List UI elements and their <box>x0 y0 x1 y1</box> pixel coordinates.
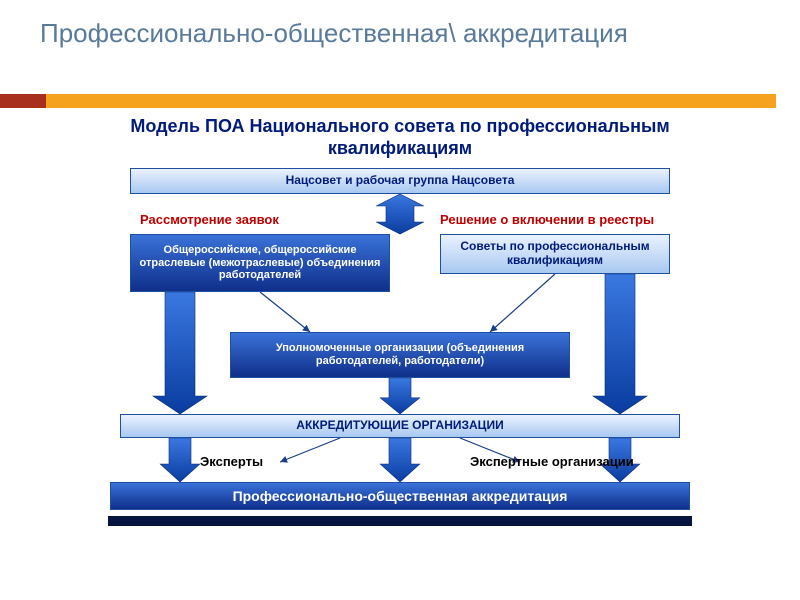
thick-arrow <box>153 292 207 414</box>
thick-arrow <box>380 378 420 414</box>
thin-arrow <box>260 292 310 332</box>
node-n3: Советы по профессиональным квалификациям <box>440 234 670 274</box>
slide-title: Профессионально-общественная\ аккредитац… <box>0 0 800 49</box>
node-n2: Общероссийские, общероссийские отраслевы… <box>130 234 390 292</box>
thick-arrow <box>593 274 647 414</box>
accent-orange-segment <box>46 94 776 108</box>
thick-arrow <box>380 438 420 482</box>
label-review: Рассмотрение заявок <box>140 212 279 227</box>
accent-bar <box>0 94 800 108</box>
label-decision: Решение о включении в реестры <box>440 212 654 227</box>
accent-red-segment <box>0 94 46 108</box>
label-experts: Эксперты <box>200 454 263 469</box>
node-n4: Уполномоченные организации (объединения … <box>230 332 570 378</box>
flowchart-diagram: Модель ПОА Национального совета по профе… <box>0 112 800 592</box>
thick-arrow <box>160 438 200 482</box>
thin-arrow <box>490 274 555 332</box>
thick-arrow <box>376 194 424 234</box>
node-n6: Профессионально-общественная аккредитаци… <box>110 482 690 510</box>
node-n5: АККРЕДИТУЮЩИЕ ОРГАНИЗАЦИИ <box>120 414 680 438</box>
diagram-title: Модель ПОА Национального совета по профе… <box>0 112 800 167</box>
thin-arrow <box>280 438 340 462</box>
node-n1: Нацсовет и рабочая группа Нацсовета <box>130 168 670 194</box>
bottom-bar <box>108 516 692 526</box>
label-expert-orgs: Экспертные организации <box>470 454 634 469</box>
